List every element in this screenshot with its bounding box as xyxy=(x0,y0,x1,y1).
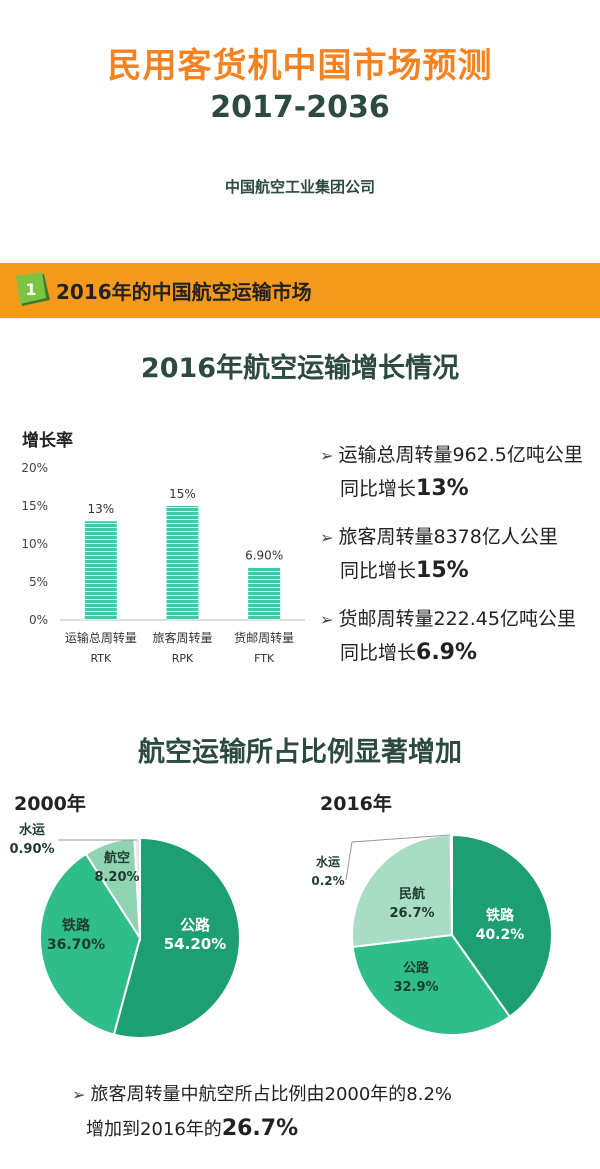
pie-slice-value: 0.90% xyxy=(9,842,54,857)
bar-rpk xyxy=(166,506,199,620)
bullet-value: 13% xyxy=(416,476,469,501)
pie-slice-民航 xyxy=(351,833,454,949)
stats-bullets: ➢ 运输总周转量962.5亿吨公里 同比增长13% ➢ 旅客周转量8378亿人公… xyxy=(320,442,600,688)
pie-slice-水运 xyxy=(449,833,453,936)
pie-slice-label: 航空 xyxy=(104,850,130,866)
bar-data-label: 13% xyxy=(87,502,114,516)
section-banner xyxy=(0,263,600,318)
pie-slice-label: 公路 xyxy=(403,960,430,976)
pie-slice-value: 32.9% xyxy=(393,980,438,995)
bar-data-label: 15% xyxy=(169,487,196,501)
arrow-bullet-icon: ➢ xyxy=(72,1085,91,1104)
growth-bar-chart: 增长率 0% 5% 10% 15% 20% 13% 运输总周转量 RTK 15% 旅客周转量 RPK… xyxy=(21,430,305,665)
x-category-label: 运输总周转量 xyxy=(65,630,137,645)
pie-title: 2016年 xyxy=(320,792,392,815)
pie-leader-line xyxy=(345,834,451,881)
pie-slice-铁路 xyxy=(39,852,142,1036)
pie-slice-value: 0.2% xyxy=(311,874,344,888)
y-tick-label: 10% xyxy=(21,537,48,551)
x-category-code: RTK xyxy=(90,652,112,665)
note-value: 26.7% xyxy=(221,1116,299,1141)
pie-slice-label: 水运 xyxy=(19,822,45,838)
bullet-line1: 旅客周转量8378亿人公里 xyxy=(338,526,558,548)
pie-slice-label: 铁路 xyxy=(62,917,91,934)
bar-ftk xyxy=(248,567,281,620)
bottom-note: ➢ 旅客周转量中航空所占比例由2000年的8.2% 增加到2016年的26.7% xyxy=(72,1082,592,1151)
bar-rtk xyxy=(84,521,117,620)
bullet-prefix: 同比增长 xyxy=(340,560,417,582)
arrow-bullet-icon: ➢ xyxy=(320,610,339,629)
x-category-label: 货邮周转量 xyxy=(234,630,294,645)
pie-slice-公路 xyxy=(351,933,512,1036)
pie-slice-value: 36.70% xyxy=(47,937,105,953)
pie-slice-铁路 xyxy=(451,833,553,1019)
bar-data-label: 6.90% xyxy=(245,549,283,563)
bullet-prefix: 同比增长 xyxy=(340,642,417,664)
pie-slice-label: 民航 xyxy=(399,886,425,902)
pie-slice-label: 公路 xyxy=(180,916,211,934)
pie-slice-label: 铁路 xyxy=(486,907,515,924)
badge-number: 1 xyxy=(25,280,36,299)
pie-slice-value: 8.20% xyxy=(94,870,139,885)
bullet-line1: 运输总周转量962.5亿吨公里 xyxy=(338,444,583,466)
pie-title: 2000年 xyxy=(14,792,86,815)
bullet-item: ➢ 货邮周转量222.45亿吨公里 同比增长6.9% xyxy=(320,606,600,688)
bullet-item: ➢ 旅客周转量8378亿人公里 同比增长15% xyxy=(320,524,600,606)
bullet-value: 15% xyxy=(416,558,469,583)
y-tick-label: 0% xyxy=(29,613,48,627)
bullet-item: ➢ 运输总周转量962.5亿吨公里 同比增长13% xyxy=(320,442,600,524)
banner-title: 2016年的中国航空运输市场 xyxy=(56,280,312,304)
page-subtitle-years: 2017-2036 xyxy=(210,90,390,125)
section-title-growth: 2016年航空运输增长情况 xyxy=(140,353,460,384)
bullet-line1: 货邮周转量222.45亿吨公里 xyxy=(338,608,576,630)
x-category-code: RPK xyxy=(172,652,194,665)
pie-slice-value: 26.7% xyxy=(389,906,434,921)
pie-slice-value: 54.20% xyxy=(164,935,226,953)
pie-slice-label: 水运 xyxy=(316,854,340,869)
pie-slice-水运 xyxy=(133,836,141,939)
y-tick-label: 15% xyxy=(21,499,48,513)
section-title-share: 航空运输所占比例显著增加 xyxy=(138,737,462,768)
arrow-bullet-icon: ➢ xyxy=(320,528,339,547)
y-tick-label: 5% xyxy=(29,575,48,589)
page-title: 民用客货机中国市场预测 xyxy=(107,46,493,86)
y-tick-label: 20% xyxy=(21,461,48,475)
note-prefix: 增加到2016年的 xyxy=(86,1119,222,1140)
pie-slice-公路 xyxy=(112,836,241,1039)
arrow-bullet-icon: ➢ xyxy=(320,446,339,465)
pie-slice-value: 40.2% xyxy=(476,927,525,943)
bar-chart-ylabel: 增长率 xyxy=(22,430,73,451)
bullet-value: 6.9% xyxy=(416,640,478,665)
company-name: 中国航空工业集团公司 xyxy=(224,178,375,196)
x-category-code: FTK xyxy=(254,652,275,665)
number-badge-icon: 1 xyxy=(16,272,50,306)
bullet-prefix: 同比增长 xyxy=(340,478,417,500)
x-category-label: 旅客周转量 xyxy=(152,630,212,645)
note-line1: 旅客周转量中航空所占比例由2000年的8.2% xyxy=(90,1084,453,1105)
